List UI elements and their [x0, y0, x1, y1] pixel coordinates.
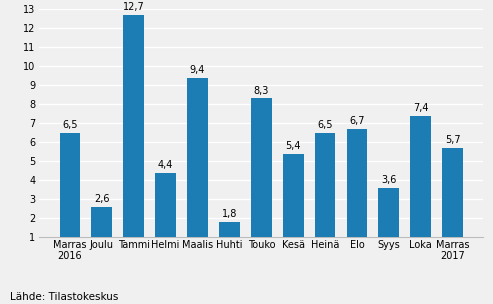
Bar: [442, 148, 463, 237]
Text: 6,7: 6,7: [349, 116, 365, 126]
Bar: [60, 133, 80, 237]
Bar: [315, 133, 335, 237]
Text: 6,5: 6,5: [62, 120, 78, 130]
Text: 7,4: 7,4: [413, 103, 428, 113]
Bar: [251, 98, 272, 237]
Bar: [283, 154, 304, 237]
Text: Lähde: Tilastokeskus: Lähde: Tilastokeskus: [10, 292, 118, 302]
Text: 9,4: 9,4: [190, 65, 205, 75]
Text: 2,6: 2,6: [94, 194, 109, 204]
Bar: [123, 15, 144, 237]
Text: 5,4: 5,4: [285, 141, 301, 151]
Text: 12,7: 12,7: [123, 2, 144, 12]
Text: 6,5: 6,5: [317, 120, 333, 130]
Bar: [155, 172, 176, 237]
Text: 3,6: 3,6: [381, 175, 396, 185]
Text: 1,8: 1,8: [222, 209, 237, 219]
Text: 5,7: 5,7: [445, 135, 460, 145]
Bar: [219, 222, 240, 237]
Text: 4,4: 4,4: [158, 160, 174, 170]
Bar: [187, 78, 208, 237]
Bar: [379, 188, 399, 237]
Bar: [347, 129, 367, 237]
Text: 8,3: 8,3: [253, 86, 269, 96]
Bar: [410, 116, 431, 237]
Bar: [92, 207, 112, 237]
